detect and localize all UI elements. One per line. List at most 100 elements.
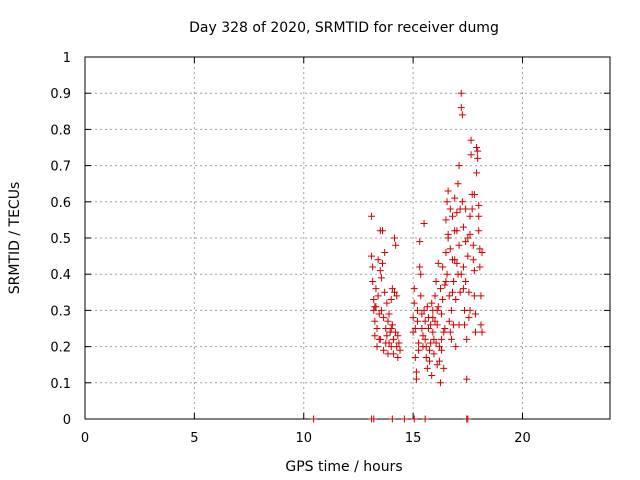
data-point (418, 325, 426, 332)
data-point (389, 335, 397, 343)
data-point (450, 277, 458, 285)
data-point (432, 339, 440, 347)
data-point (476, 245, 484, 253)
data-point (374, 256, 382, 264)
data-point (452, 343, 460, 351)
data-point (426, 357, 434, 365)
data-point (426, 346, 434, 354)
data-point (370, 415, 378, 423)
data-point (466, 306, 474, 314)
data-point (373, 343, 381, 351)
data-point (435, 357, 443, 365)
data-point (431, 292, 439, 300)
data-point (417, 270, 425, 278)
data-point (440, 364, 448, 372)
data-point (458, 198, 466, 206)
data-point (433, 306, 441, 314)
data-point (442, 248, 450, 256)
data-point (436, 285, 444, 293)
data-point (414, 306, 421, 314)
data-point (478, 328, 486, 336)
y-tick-label: 0.3 (50, 304, 71, 319)
data-point (393, 343, 401, 351)
data-point (474, 147, 482, 155)
data-point (476, 263, 484, 271)
data-point (380, 314, 388, 322)
data-point (462, 238, 470, 246)
data-point (475, 212, 483, 220)
data-point (411, 353, 419, 361)
data-point (376, 267, 384, 275)
data-point (376, 335, 384, 343)
y-axis-title: SRMTID / TECUs (7, 182, 23, 295)
data-point (414, 317, 421, 325)
data-point (447, 335, 455, 343)
data-point (462, 277, 470, 285)
data-point (455, 162, 463, 170)
data-point (410, 285, 418, 293)
data-point (471, 328, 479, 336)
data-point (440, 328, 448, 336)
data-point (423, 303, 431, 311)
data-point (457, 89, 465, 97)
data-point (455, 241, 463, 249)
data-point (373, 325, 381, 332)
data-point (384, 317, 392, 325)
y-tick-label: 1 (63, 51, 71, 66)
data-point (419, 332, 427, 340)
data-point (388, 285, 396, 293)
data-point (462, 205, 470, 213)
data-point (457, 270, 465, 278)
data-point (411, 325, 419, 332)
data-point (370, 296, 378, 304)
data-point (396, 346, 404, 354)
data-point (473, 169, 481, 177)
data-point (368, 212, 376, 220)
data-point (394, 332, 402, 340)
data-point (392, 241, 400, 249)
data-point (451, 256, 459, 264)
y-tick-label: 0 (63, 413, 71, 428)
data-point (445, 317, 453, 325)
data-point (477, 292, 485, 300)
data-point (470, 292, 478, 300)
data-point (383, 299, 391, 307)
data-point (438, 310, 446, 318)
data-point (421, 415, 429, 423)
data-point (438, 335, 446, 343)
data-point (445, 292, 453, 300)
data-point (371, 303, 379, 311)
data-point (441, 281, 449, 289)
data-point (453, 209, 461, 217)
data-point (420, 220, 428, 228)
chart-title: Day 328 of 2020, SRMTID for receiver dum… (189, 20, 499, 36)
data-point (369, 263, 377, 271)
data-point (442, 277, 450, 285)
data-point (430, 335, 438, 343)
data-point (421, 317, 429, 325)
data-point (452, 296, 460, 304)
data-point (429, 328, 437, 336)
data-point (377, 274, 385, 282)
data-point (459, 223, 467, 231)
data-point (393, 292, 401, 300)
data-point (436, 379, 444, 387)
data-point (387, 296, 395, 304)
data-point (470, 191, 478, 199)
data-point (372, 285, 380, 293)
data-point (446, 205, 454, 213)
data-point (381, 288, 389, 296)
data-point (422, 343, 430, 351)
data-point (465, 288, 473, 296)
data-point (371, 332, 379, 340)
data-point (434, 303, 442, 311)
data-point (394, 353, 402, 361)
data-point (463, 375, 471, 383)
data-point (379, 227, 386, 235)
data-point (478, 248, 486, 256)
data-point (395, 339, 403, 347)
data-point (449, 288, 456, 296)
data-point (443, 270, 451, 278)
data-point (391, 234, 399, 242)
